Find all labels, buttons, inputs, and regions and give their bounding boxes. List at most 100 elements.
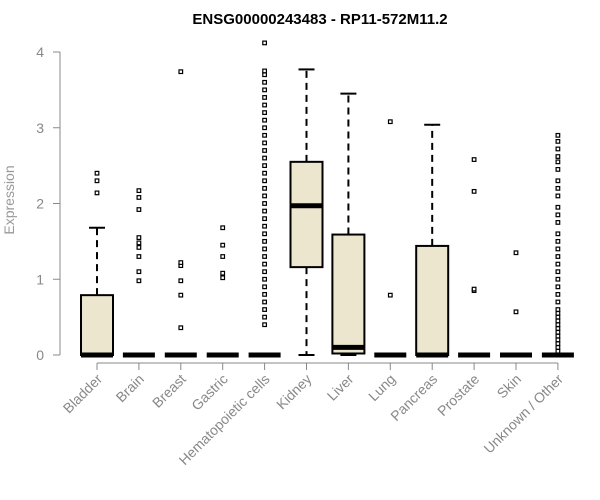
outlier-9-2 xyxy=(471,188,477,194)
y-tick-label-0: 0 xyxy=(36,347,44,363)
outlier-9-3 xyxy=(471,157,477,162)
outlier-4-22 xyxy=(262,155,267,161)
outlier-4-6 xyxy=(262,276,267,282)
outlier-4-30 xyxy=(262,95,267,100)
outlier-4-29 xyxy=(262,102,267,108)
outlier-11-29 xyxy=(555,159,561,165)
outlier-11-12 xyxy=(555,299,561,305)
outlier-3-0 xyxy=(220,275,226,281)
outlier-11-23 xyxy=(555,212,561,218)
y-tick-label-4: 4 xyxy=(36,44,44,60)
outlier-11-1 xyxy=(555,345,561,350)
outlier-3-2 xyxy=(220,254,226,259)
outlier-11-27 xyxy=(555,178,561,184)
y-tick-label-3: 3 xyxy=(36,120,44,136)
box-4 xyxy=(248,40,281,358)
outlier-2-5 xyxy=(178,69,184,75)
outlier-4-12 xyxy=(262,231,267,237)
outlier-7-0 xyxy=(387,292,393,298)
outlier-4-10 xyxy=(262,246,267,252)
outlier-11-16 xyxy=(555,269,561,275)
outlier-4-11 xyxy=(262,238,267,244)
outlier-11-3 xyxy=(555,337,561,343)
box-rect-0 xyxy=(80,294,114,356)
outlier-4-34 xyxy=(262,68,267,74)
outlier-4-0 xyxy=(262,322,267,328)
outlier-11-9 xyxy=(555,314,561,320)
outlier-2-4 xyxy=(178,260,184,265)
outlier-4-9 xyxy=(262,254,267,259)
outlier-10-1 xyxy=(513,250,519,256)
outlier-1-8 xyxy=(136,188,142,194)
box-7 xyxy=(374,119,407,358)
outlier-0-1 xyxy=(94,178,100,184)
outlier-1-2 xyxy=(136,254,142,259)
outlier-11-14 xyxy=(555,284,561,290)
x-tick-label-7: Lung xyxy=(365,371,398,404)
outlier-1-7 xyxy=(136,195,142,200)
outlier-4-16 xyxy=(262,201,267,206)
outlier-4-14 xyxy=(262,216,267,222)
x-tick-label-2: Breast xyxy=(149,371,189,411)
outlier-11-33 xyxy=(555,132,561,138)
x-tick-label-8: Pancreas xyxy=(387,371,440,424)
outlier-4-3 xyxy=(262,299,267,305)
outlier-11-28 xyxy=(555,167,561,172)
box-rect-8 xyxy=(415,244,450,356)
box-8 xyxy=(415,123,450,358)
outlier-1-3 xyxy=(136,245,142,250)
outlier-4-17 xyxy=(262,193,267,199)
outlier-4-13 xyxy=(262,223,267,229)
outlier-2-1 xyxy=(178,292,184,298)
y-axis-label: Expression xyxy=(1,165,17,234)
outlier-3-1 xyxy=(220,270,226,276)
outlier-4-21 xyxy=(262,163,267,169)
outlier-2-0 xyxy=(178,325,184,331)
outlier-0-2 xyxy=(94,170,100,176)
outlier-9-1 xyxy=(471,286,477,292)
box-6 xyxy=(331,92,366,356)
outlier-11-11 xyxy=(555,307,561,312)
outlier-11-15 xyxy=(555,276,561,282)
outlier-11-24 xyxy=(555,204,561,210)
outlier-1-5 xyxy=(136,235,142,240)
outlier-11-21 xyxy=(555,231,561,237)
y-tick-label-2: 2 xyxy=(36,196,44,212)
box-10 xyxy=(500,250,532,358)
outlier-1-0 xyxy=(136,278,142,284)
outlier-1-4 xyxy=(136,240,142,246)
outlier-3-3 xyxy=(220,242,226,248)
outlier-11-6 xyxy=(555,326,561,331)
outlier-11-2 xyxy=(555,341,561,347)
box-5 xyxy=(289,68,324,356)
y-tick-label-1: 1 xyxy=(36,271,44,287)
outlier-11-13 xyxy=(555,292,561,297)
outlier-4-4 xyxy=(262,292,267,297)
outlier-11-20 xyxy=(555,238,561,244)
outlier-4-28 xyxy=(262,110,267,116)
outlier-4-2 xyxy=(262,307,267,312)
outlier-2-2 xyxy=(178,278,184,284)
x-tick-label-0: Bladder xyxy=(60,371,106,417)
outlier-4-32 xyxy=(262,79,267,85)
box-9 xyxy=(458,157,491,358)
outlier-11-10 xyxy=(555,310,561,316)
outlier-11-18 xyxy=(555,254,561,259)
outlier-4-31 xyxy=(262,87,267,93)
x-tick-label-6: Liver xyxy=(324,371,357,404)
outlier-11-0 xyxy=(555,348,561,354)
outlier-11-7 xyxy=(555,322,561,328)
outlier-0-0 xyxy=(94,190,100,196)
outlier-11-30 xyxy=(555,154,561,159)
outlier-4-27 xyxy=(262,117,267,123)
outlier-11-32 xyxy=(555,138,561,144)
outlier-11-31 xyxy=(555,146,561,152)
outlier-4-8 xyxy=(262,261,267,267)
outlier-4-7 xyxy=(262,269,267,275)
outlier-11-17 xyxy=(555,261,561,267)
box-11 xyxy=(541,132,574,358)
outlier-4-24 xyxy=(262,140,267,146)
outlier-4-25 xyxy=(262,132,267,138)
outlier-4-15 xyxy=(262,208,267,214)
